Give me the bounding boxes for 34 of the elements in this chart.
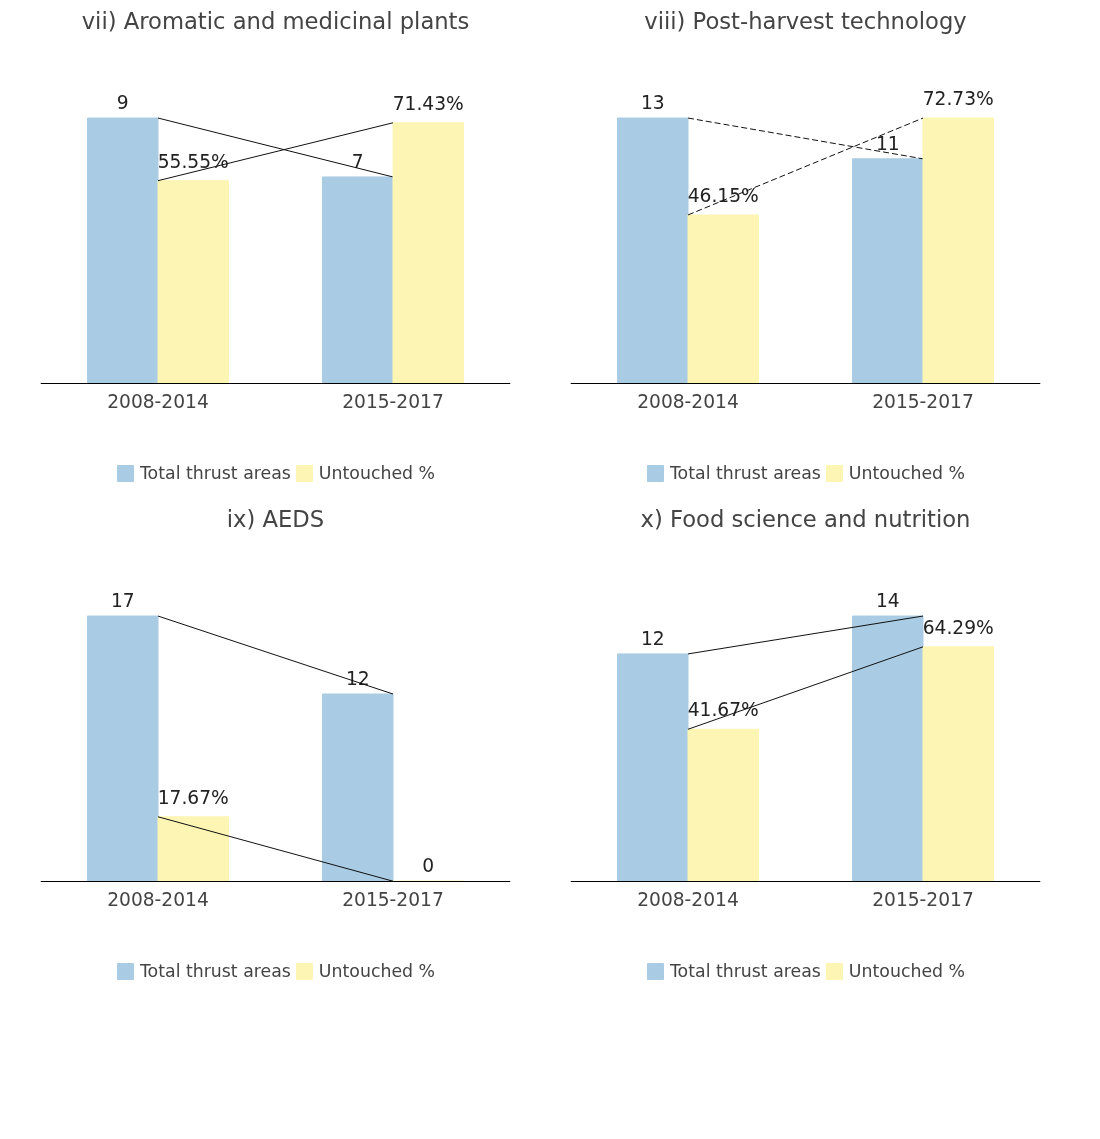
x-tick-label: 2015-2017	[342, 391, 444, 413]
legend-label: Total thrust areas	[669, 961, 821, 981]
chart-title: ix) AEDS	[226, 505, 325, 532]
x-tick-label: 2015-2017	[872, 391, 974, 413]
data-label: 11	[875, 132, 900, 154]
x-tick-label: 2008-2014	[637, 391, 739, 413]
data-label: 0	[422, 855, 435, 877]
x-tick-label: 2015-2017	[872, 889, 974, 911]
data-label: 17.67%	[157, 786, 229, 808]
x-tick-label: 2008-2014	[637, 889, 739, 911]
data-label: 71.43%	[392, 92, 464, 114]
legend-label: Total thrust areas	[139, 463, 291, 483]
x-tick-label: 2008-2014	[107, 889, 209, 911]
chart-title: x) Food science and nutrition	[640, 505, 971, 532]
data-label: 12	[640, 627, 665, 649]
data-label: 9	[116, 92, 129, 114]
data-label: 55.55%	[157, 150, 229, 172]
data-label: 13	[640, 92, 665, 114]
chart-title: vii) Aromatic and medicinal plants	[81, 7, 470, 34]
legend-label: Untouched %	[848, 463, 966, 483]
legend-label: Untouched %	[318, 961, 436, 981]
data-label: 7	[351, 150, 364, 172]
chart-title: viii) Post-harvest technology	[644, 7, 967, 34]
legend-label: Total thrust areas	[669, 463, 821, 483]
x-tick-label: 2015-2017	[342, 889, 444, 911]
x-tick-label: 2008-2014	[107, 391, 209, 413]
legend-label: Total thrust areas	[139, 961, 291, 981]
legend-label: Untouched %	[848, 961, 966, 981]
data-label: 46.15%	[687, 184, 759, 206]
data-label: 17	[110, 590, 135, 612]
data-label: 72.73%	[922, 88, 994, 110]
data-label: 64.29%	[922, 616, 994, 638]
legend-label: Untouched %	[318, 463, 436, 483]
data-label: 14	[875, 590, 900, 612]
